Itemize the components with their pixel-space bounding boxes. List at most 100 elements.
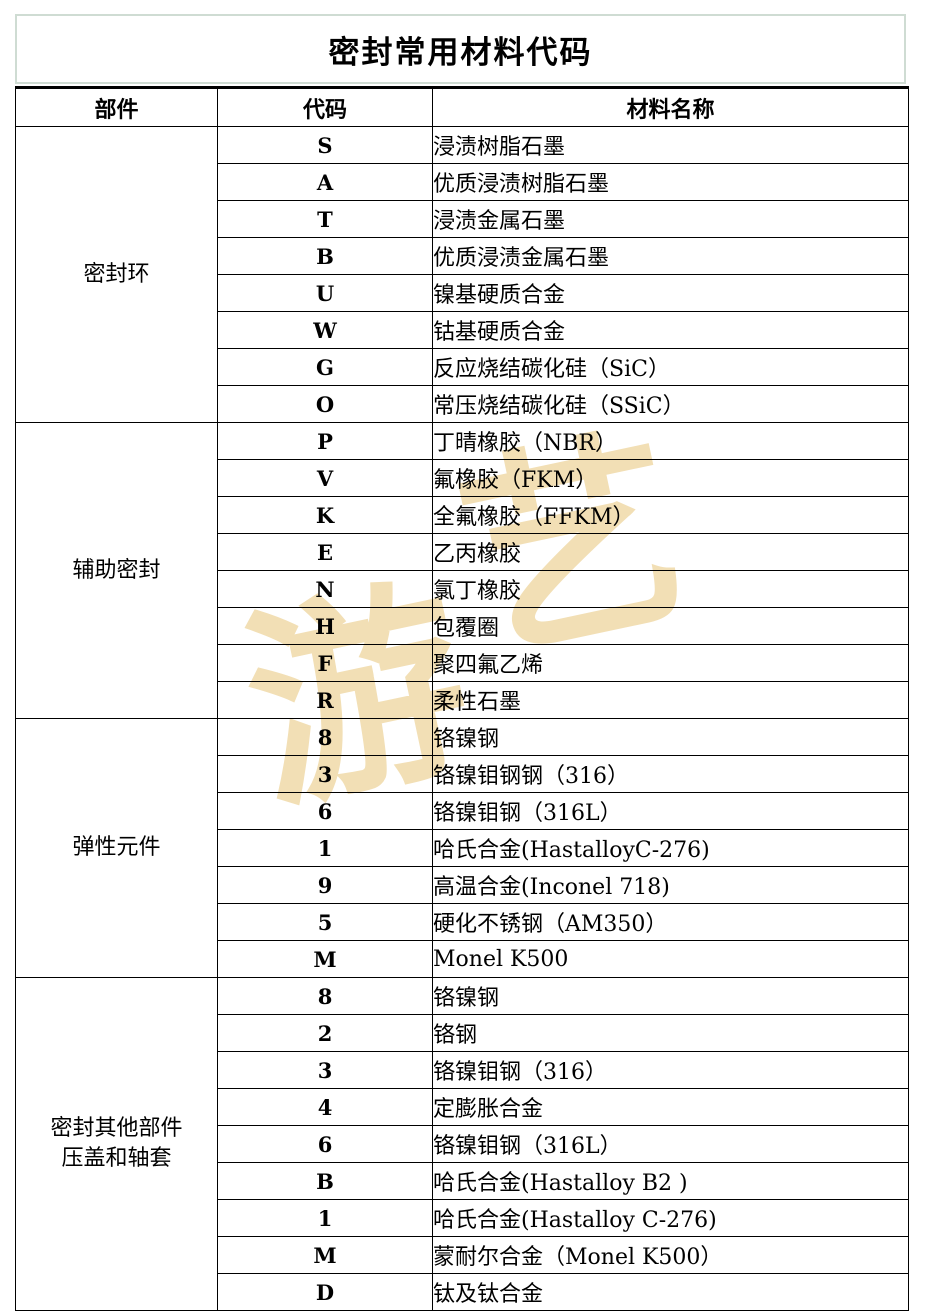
- table-row: K 全氟橡胶（FFKM）: [16, 496, 909, 534]
- material-code-cell: V: [217, 459, 433, 497]
- table-row: 6 铬镍钼钢（316L）: [16, 792, 909, 830]
- column-header-name: 材料名称: [432, 86, 909, 127]
- material-name-cell: 全氟橡胶（FFKM）: [432, 496, 909, 534]
- table-row: F 聚四氟乙烯: [16, 644, 909, 682]
- material-code-cell: 9: [217, 866, 433, 904]
- table-row: 弹性元件 8 铬镍钢: [15, 718, 909, 978]
- material-name-cell: 氟橡胶（FKM）: [432, 459, 909, 497]
- table-row: T 浸渍金属石墨: [16, 200, 909, 238]
- table-row: A 优质浸渍树脂石墨: [16, 163, 909, 201]
- material-name-cell: 聚四氟乙烯: [432, 644, 909, 682]
- table-row: E 乙丙橡胶: [16, 533, 909, 571]
- table-row: B 哈氏合金(Hastalloy B2 ): [16, 1162, 909, 1200]
- material-name-cell: 蒙耐尔合金（Monel K500）: [432, 1236, 909, 1274]
- material-name-cell: 乙丙橡胶: [432, 533, 909, 571]
- material-name-cell: 浸渍树脂石墨: [432, 126, 909, 164]
- material-code-cell: A: [217, 163, 433, 201]
- material-code-cell: E: [217, 533, 433, 571]
- table-row: 密封环 S 浸渍树脂石墨: [15, 126, 909, 423]
- table-row: 辅助密封 P 丁晴橡胶（NBR）: [15, 422, 909, 719]
- table-row: H 包覆圈: [16, 607, 909, 645]
- material-name-cell: 优质浸渍金属石墨: [432, 237, 909, 275]
- material-code-cell: G: [217, 348, 433, 386]
- material-name-cell: 哈氏合金(HastalloyC-276): [432, 829, 909, 867]
- material-name-cell: 铬镍钢: [432, 718, 909, 756]
- material-code-cell: N: [217, 570, 433, 608]
- material-name-cell: 镍基硬质合金: [432, 274, 909, 312]
- material-code-cell: 4: [217, 1088, 433, 1126]
- material-name-cell: 定膨胀合金: [432, 1088, 909, 1126]
- title-box: 密封常用材料代码: [15, 14, 906, 84]
- material-name-cell: 哈氏合金(Hastalloy C-276): [432, 1199, 909, 1237]
- material-name-cell: Monel K500: [432, 940, 909, 978]
- material-code-cell: B: [217, 1162, 433, 1200]
- material-code-cell: 6: [217, 792, 433, 830]
- material-code-cell: B: [217, 237, 433, 275]
- material-name-cell: 氯丁橡胶: [432, 570, 909, 608]
- material-name-cell: 哈氏合金(Hastalloy B2 ): [432, 1162, 909, 1200]
- part-category-cell: 辅助密封: [15, 422, 218, 719]
- material-name-cell: 柔性石墨: [432, 681, 909, 719]
- material-code-cell: F: [217, 644, 433, 682]
- column-header-code: 代码: [217, 86, 433, 127]
- table-body: 密封环 S 浸渍树脂石墨 A 优质浸渍树脂石墨 T 浸渍金属石墨 B 优质浸渍金属石墨 U 镍基硬质…: [15, 126, 909, 1311]
- material-name-cell: 包覆圈: [432, 607, 909, 645]
- material-code-cell: 6: [217, 1125, 433, 1163]
- material-code-cell: R: [217, 681, 433, 719]
- material-name-cell: 浸渍金属石墨: [432, 200, 909, 238]
- material-name-cell: 优质浸渍树脂石墨: [432, 163, 909, 201]
- table-row: M 蒙耐尔合金（Monel K500）: [16, 1236, 909, 1274]
- table-row: B 优质浸渍金属石墨: [16, 237, 909, 275]
- table-row: V 氟橡胶（FKM）: [16, 459, 909, 497]
- material-name-cell: 常压烧结碳化硅（SSiC）: [432, 385, 909, 423]
- material-code-cell: W: [217, 311, 433, 349]
- material-code-cell: P: [217, 422, 433, 460]
- material-name-cell: 铬镍钼钢（316L）: [432, 792, 909, 830]
- part-category-cell: 密封环: [15, 126, 218, 423]
- table-row: O 常压烧结碳化硅（SSiC）: [16, 385, 909, 423]
- table-row: 6 铬镍钼钢（316L）: [16, 1125, 909, 1163]
- table-header-row: 部件 代码 材料名称: [15, 86, 909, 127]
- material-name-cell: 铬镍钼钢钢（316）: [432, 755, 909, 793]
- table-row: M Monel K500: [16, 940, 909, 978]
- table-row: G 反应烧结碳化硅（SiC）: [16, 348, 909, 386]
- material-name-cell: 反应烧结碳化硅（SiC）: [432, 348, 909, 386]
- material-code-cell: S: [217, 126, 433, 164]
- column-header-part: 部件: [15, 86, 218, 127]
- table-row: 9 高温合金(Inconel 718): [16, 866, 909, 904]
- material-code-cell: T: [217, 200, 433, 238]
- material-code-cell: 1: [217, 1199, 433, 1237]
- table-row: 1 哈氏合金(HastalloyC-276): [16, 829, 909, 867]
- material-code-cell: 3: [217, 1051, 433, 1089]
- material-code-cell: 8: [217, 718, 433, 756]
- table-row: 4 定膨胀合金: [16, 1088, 909, 1126]
- material-code-cell: M: [217, 1236, 433, 1274]
- material-code-cell: U: [217, 274, 433, 312]
- material-code-cell: H: [217, 607, 433, 645]
- material-name-cell: 钛及钛合金: [432, 1273, 909, 1311]
- material-code-cell: K: [217, 496, 433, 534]
- material-name-cell: 钴基硬质合金: [432, 311, 909, 349]
- material-name-cell: 铬钢: [432, 1014, 909, 1052]
- table-row: 1 哈氏合金(Hastalloy C-276): [16, 1199, 909, 1237]
- material-name-cell: 丁晴橡胶（NBR）: [432, 422, 909, 460]
- material-code-cell: 8: [217, 977, 433, 1015]
- material-name-cell: 铬镍钢: [432, 977, 909, 1015]
- material-code-cell: 2: [217, 1014, 433, 1052]
- material-code-table: 部件 代码 材料名称 密封环 S 浸渍树脂石墨 A 优质浸渍树脂石墨 T 浸渍金属石墨 B 优质…: [15, 86, 909, 1311]
- material-name-cell: 高温合金(Inconel 718): [432, 866, 909, 904]
- material-name-cell: 铬镍钼钢（316）: [432, 1051, 909, 1089]
- table-header: 部件 代码 材料名称: [15, 86, 909, 127]
- material-name-cell: 硬化不锈钢（AM350）: [432, 903, 909, 941]
- table-row: 密封其他部件 压盖和轴套 8 铬镍钢: [15, 977, 909, 1311]
- page-title: 密封常用材料代码: [328, 34, 593, 71]
- table-row: R 柔性石墨: [16, 681, 909, 719]
- table-row: N 氯丁橡胶: [16, 570, 909, 608]
- material-name-cell: 铬镍钼钢（316L）: [432, 1125, 909, 1163]
- material-code-cell: 1: [217, 829, 433, 867]
- material-code-cell: 3: [217, 755, 433, 793]
- material-code-cell: 5: [217, 903, 433, 941]
- material-code-cell: M: [217, 940, 433, 978]
- material-code-cell: O: [217, 385, 433, 423]
